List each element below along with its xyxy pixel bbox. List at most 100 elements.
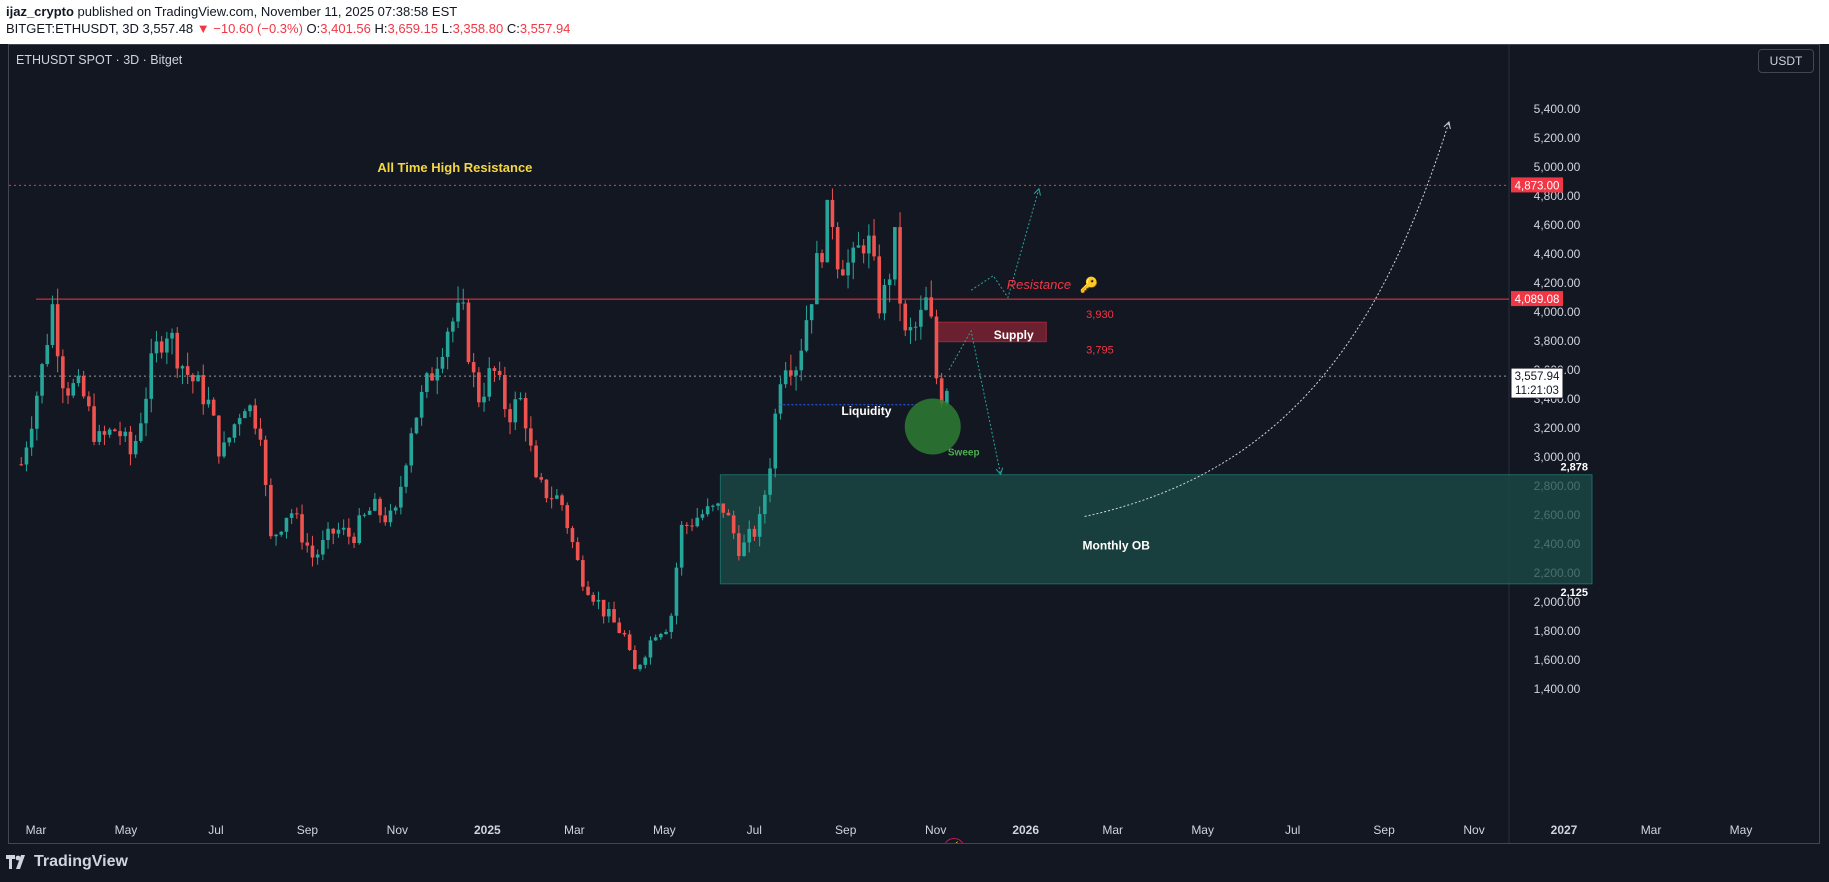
price-level-value: 4,089.08 bbox=[1515, 294, 1560, 306]
candle-body bbox=[513, 399, 518, 423]
monthly-ob-zone bbox=[719, 474, 1593, 585]
candle-body bbox=[731, 515, 736, 534]
candle-body bbox=[29, 428, 34, 448]
candle-body bbox=[185, 366, 190, 375]
time-tick-label: Sep bbox=[1373, 823, 1395, 837]
candle-body bbox=[170, 332, 174, 339]
candle-body bbox=[487, 368, 492, 397]
candle-body bbox=[243, 411, 247, 419]
candle-body bbox=[575, 542, 580, 561]
candle-body bbox=[690, 525, 694, 527]
author-name[interactable]: ijaz_crypto bbox=[6, 4, 74, 19]
candle-body bbox=[815, 253, 819, 305]
price-level-value: 4,873.00 bbox=[1515, 180, 1560, 192]
price-chart[interactable]: 5,400.00 5,200.00 5,000.00 4,800.00 4,600.00… bbox=[9, 45, 1820, 844]
supply-label: Supply bbox=[994, 328, 1034, 342]
candle-body bbox=[388, 510, 393, 523]
candle-body bbox=[809, 304, 814, 321]
candle-body bbox=[508, 409, 512, 423]
candle-body bbox=[97, 431, 102, 442]
high-value: 3,659.15 bbox=[387, 21, 439, 36]
candle-body bbox=[835, 227, 840, 270]
candle-body bbox=[102, 431, 107, 435]
candle-body bbox=[24, 447, 29, 465]
candle-body bbox=[321, 539, 325, 555]
candle-body bbox=[872, 235, 876, 257]
zone-top-label: 2,878 bbox=[1561, 462, 1589, 474]
price-tick-label: 2,000.00 bbox=[1534, 595, 1581, 609]
time-tick-label: May bbox=[653, 823, 676, 837]
candle-body bbox=[549, 498, 554, 500]
candle-body bbox=[939, 378, 944, 404]
low-label: L: bbox=[441, 21, 453, 36]
close-label: C: bbox=[506, 21, 520, 36]
candle-body bbox=[882, 285, 887, 314]
published-text: published on TradingView.com, November 1… bbox=[73, 4, 458, 19]
candle-body bbox=[581, 560, 585, 587]
price-tick-label: 4,000.00 bbox=[1534, 305, 1581, 319]
candle-body bbox=[799, 350, 804, 371]
monthly-ob-label: Monthly OB bbox=[1083, 539, 1151, 553]
candle-body bbox=[378, 498, 382, 516]
chart-pane[interactable]: 5,400.00 5,200.00 5,000.00 4,800.00 4,600.00… bbox=[8, 44, 1820, 844]
candle-body bbox=[664, 631, 668, 634]
candle-body bbox=[274, 534, 278, 537]
candle-body bbox=[248, 405, 252, 412]
zone-top-label: 3,930 bbox=[1086, 309, 1114, 321]
candle-body bbox=[919, 309, 923, 327]
candle-body bbox=[503, 375, 507, 410]
candle-body bbox=[180, 366, 185, 369]
candle-body bbox=[887, 279, 892, 286]
price-tick-label: 1,600.00 bbox=[1534, 653, 1581, 667]
candle-body bbox=[331, 528, 336, 534]
candle-body bbox=[768, 468, 772, 495]
candle-body bbox=[295, 513, 299, 515]
annotation-label: All Time High Resistance bbox=[377, 160, 532, 175]
candle-body bbox=[61, 356, 65, 389]
zone-bottom-label: 2,125 bbox=[1561, 587, 1589, 599]
footer: TradingView bbox=[0, 844, 1829, 882]
candle-body bbox=[279, 531, 284, 535]
candle-body bbox=[612, 609, 616, 623]
candle-body bbox=[804, 320, 809, 351]
candle-body bbox=[763, 494, 767, 515]
candle-body bbox=[934, 316, 939, 379]
candle-body bbox=[898, 227, 902, 304]
time-tick-label: May bbox=[1730, 823, 1753, 837]
candle-body bbox=[747, 528, 752, 543]
candle-body bbox=[674, 567, 679, 616]
candle-body bbox=[648, 640, 653, 658]
candle-body bbox=[497, 370, 502, 376]
candle-body bbox=[627, 634, 632, 651]
candle-body bbox=[461, 302, 466, 304]
candle-body bbox=[440, 356, 445, 369]
candle-body bbox=[35, 395, 39, 429]
candle-body bbox=[846, 262, 850, 276]
candle-body bbox=[55, 304, 60, 357]
annotation-label: Sweep bbox=[948, 448, 980, 459]
down-arrow-icon: ▼ bbox=[196, 21, 210, 36]
time-tick-label: Nov bbox=[925, 823, 946, 837]
candle-body bbox=[206, 399, 211, 405]
candle-body bbox=[669, 615, 674, 632]
candle-body bbox=[742, 542, 746, 556]
candle-body bbox=[435, 368, 440, 381]
time-tick-label: Nov bbox=[387, 823, 408, 837]
time-tick-label: Jul bbox=[208, 823, 223, 837]
currency-button[interactable]: USDT bbox=[1758, 49, 1814, 73]
time-tick-label: 2025 bbox=[474, 823, 501, 837]
tradingview-logo[interactable]: TradingView bbox=[6, 853, 128, 871]
price-change: −10.60 (−0.3%) bbox=[213, 21, 303, 36]
zone-bottom-label: 3,795 bbox=[1086, 345, 1114, 357]
candle-body bbox=[601, 599, 606, 617]
candle-body bbox=[518, 397, 523, 400]
candle-body bbox=[596, 599, 601, 602]
projection-arrowhead bbox=[995, 467, 1004, 476]
candle-body bbox=[851, 247, 856, 263]
time-tick-label: May bbox=[115, 823, 138, 837]
candle-body bbox=[908, 327, 913, 331]
candle-body bbox=[175, 332, 180, 369]
time-tick-label: Sep bbox=[835, 823, 857, 837]
candle-body bbox=[466, 302, 471, 363]
candle-body bbox=[66, 388, 70, 396]
